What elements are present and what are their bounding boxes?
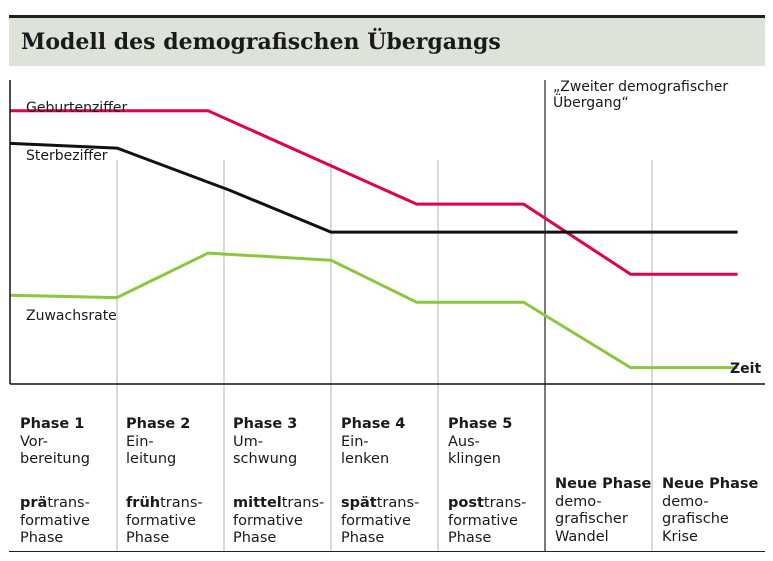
phase-type-rest: trans- <box>483 495 527 511</box>
phase-title: Phase 5 <box>448 416 513 432</box>
phase-column-1: Phase 1 Vor- bereitung prätrans- formati… <box>20 416 124 546</box>
phase-title: Phase 2 <box>126 416 191 432</box>
phase-type-line: Phase <box>341 530 385 546</box>
new-phase-column-2: Neue Phase demo- grafische Krise <box>662 476 766 546</box>
death-rate-label: Sterbeziffer <box>26 148 108 164</box>
phase-type-line: formative <box>233 512 303 529</box>
bottom-rule <box>9 551 765 552</box>
phase-type-line: formative <box>341 512 411 529</box>
growth-rate-label: Zuwachsrate <box>26 308 117 324</box>
phase-name-line: Aus- <box>448 433 480 450</box>
phase-type-line: Phase <box>20 530 64 546</box>
phase-name-line: Ein- <box>341 433 369 450</box>
phase-type: mitteltrans- formative Phase <box>233 495 337 548</box>
phase-type-line: Phase <box>233 530 277 546</box>
phase-column-3: Phase 3 Um- schwung mitteltrans- formati… <box>233 416 337 546</box>
new-phase-line: demo- <box>555 493 602 510</box>
phase-name-line: Ein- <box>126 433 154 450</box>
second-transition-label: „Zweiter demografischer Übergang“ <box>553 79 729 111</box>
page-title: Modell des demografischen Übergangs <box>21 29 501 55</box>
series-lines <box>9 109 738 370</box>
phase-title: Phase 1 <box>20 416 85 432</box>
phase-type-prefix: mittel <box>233 495 282 511</box>
growth-rate-line <box>9 251 738 370</box>
phase-name-line: Um- <box>233 433 263 450</box>
phase-type-line: formative <box>448 512 518 529</box>
phase-type-line: Phase <box>448 530 492 546</box>
phase-column-4: Phase 4 Ein- lenken spättrans- formative… <box>341 416 445 546</box>
phase-type: spättrans- formative Phase <box>341 495 445 548</box>
x-axis-label: Zeit <box>730 361 762 377</box>
new-phase-line: grafischer <box>555 511 628 527</box>
birth-rate-label: Geburtenziffer <box>26 100 128 116</box>
phase-type-prefix: post <box>448 495 484 511</box>
phase-type-line: formative <box>126 512 196 529</box>
top-rule <box>9 15 765 18</box>
phase-type-prefix: früh <box>126 495 161 511</box>
phase-name-line: lenken <box>341 451 390 467</box>
phase-type-line: formative <box>20 512 90 529</box>
phase-type-rest: trans- <box>281 495 325 511</box>
phase-name-line: klingen <box>448 451 501 467</box>
phase-type-rest: trans- <box>160 495 203 511</box>
new-phase-title: Neue Phase <box>662 476 759 492</box>
phase-type-rest: trans- <box>376 495 420 511</box>
phase-name-line: Vor- <box>20 433 48 450</box>
phase-type-rest: trans- <box>47 495 90 511</box>
new-phase-line: Krise <box>662 528 698 545</box>
new-phase-title: Neue Phase <box>555 476 652 492</box>
new-phase-line: grafische <box>662 511 729 527</box>
phase-column-2: Phase 2 Ein- leitung frühtrans- formativ… <box>126 416 230 546</box>
phase-name-line: leitung <box>126 451 177 467</box>
new-phase-column-1: Neue Phase demo- grafischer Wandel <box>555 476 659 546</box>
phase-type-prefix: prä <box>20 495 48 511</box>
phase-type: prätrans- formative Phase <box>20 495 124 548</box>
phase-type: posttrans- formative Phase <box>448 495 552 548</box>
header-bar: Modell des demografischen Übergangs <box>9 18 765 66</box>
phase-name-line: schwung <box>233 451 298 467</box>
phase-name-line: bereitung <box>20 451 90 467</box>
phase-column-5: Phase 5 Aus- klingen posttrans- formativ… <box>448 416 552 546</box>
phase-type-line: Phase <box>126 530 170 546</box>
phase-type-prefix: spät <box>341 495 377 511</box>
death-rate-line <box>9 141 738 234</box>
new-phase-line: Wandel <box>555 528 609 545</box>
phase-title: Phase 4 <box>341 416 406 432</box>
phase-type: frühtrans- formative Phase <box>126 495 230 548</box>
new-phase-line: demo- <box>662 493 709 510</box>
birth-rate-line <box>10 109 738 276</box>
phase-title: Phase 3 <box>233 416 298 432</box>
